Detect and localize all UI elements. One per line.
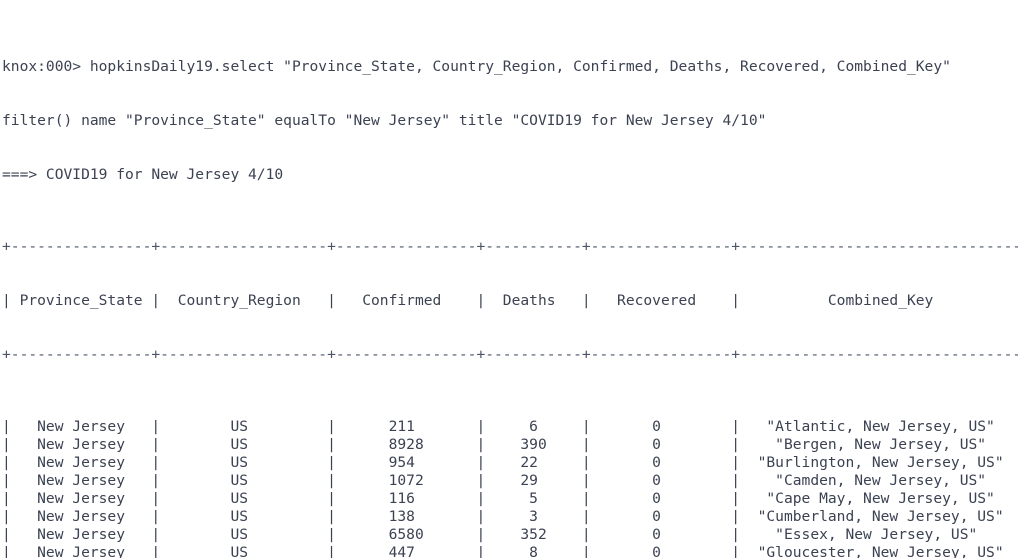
table-body: | New Jersey | US | 211 | 6 | 0 | "Atlan…: [2, 418, 1018, 558]
table-row: | New Jersey | US | 8928 | 390 | 0 | "Be…: [2, 436, 1018, 453]
command-line-1: knox:000> hopkinsDaily19.select "Provinc…: [2, 58, 951, 75]
table-row: | New Jersey | US | 116 | 5 | 0 | "Cape …: [2, 490, 1018, 507]
command-line-2: filter() name "Province_State" equalTo "…: [2, 112, 767, 129]
table-top-border: +----------------+-------------------+--…: [2, 238, 1018, 255]
table-header-row: | Province_State | Country_Region | Conf…: [2, 292, 1018, 309]
table-row: | New Jersey | US | 211 | 6 | 0 | "Atlan…: [2, 418, 1018, 435]
table-row: | New Jersey | US | 1072 | 29 | 0 | "Cam…: [2, 472, 1018, 489]
table-row: | New Jersey | US | 954 | 22 | 0 | "Burl…: [2, 454, 1018, 471]
result-header-line: ===> COVID19 for New Jersey 4/10: [2, 166, 284, 183]
table-row: | New Jersey | US | 138 | 3 | 0 | "Cumbe…: [2, 508, 1018, 525]
table-row: | New Jersey | US | 6580 | 352 | 0 | "Es…: [2, 526, 1018, 543]
table-header-separator: +----------------+-------------------+--…: [2, 346, 1018, 363]
table-row: | New Jersey | US | 447 | 8 | 0 | "Glouc…: [2, 544, 1018, 558]
